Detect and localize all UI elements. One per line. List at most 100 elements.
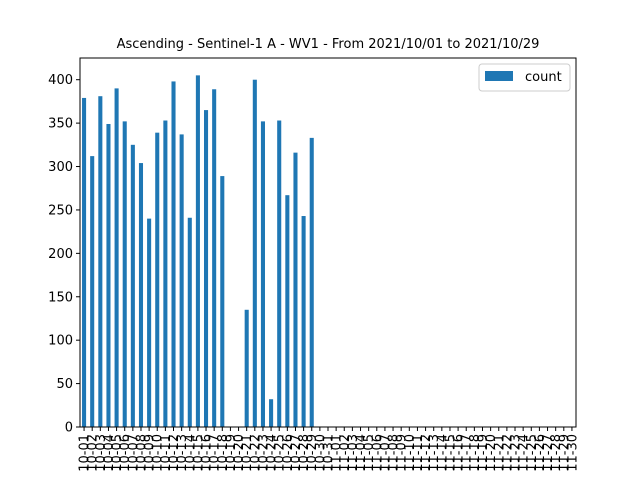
x-tick-label-11-30: 11-30 <box>565 434 580 472</box>
x-tick-label-11-28: 11-28 <box>549 434 564 472</box>
x-tick-label-11-22: 11-22 <box>500 434 515 472</box>
bar-10-12 <box>171 81 176 427</box>
y-tick-label: 0 <box>65 421 73 436</box>
bar-10-16 <box>204 110 209 427</box>
x-tick-label-10-24: 10-24 <box>265 434 280 472</box>
x-tick-label-10-21: 10-21 <box>240 434 255 472</box>
y-tick-label: 300 <box>48 160 73 175</box>
y-tick-label: 100 <box>48 334 73 349</box>
bar-10-24 <box>269 399 274 427</box>
x-tick-label-11-12: 11-12 <box>419 434 434 472</box>
x-tick-label-10-06: 10-06 <box>118 434 133 472</box>
x-tick-label-11-10: 11-10 <box>403 434 418 472</box>
x-tick-label-10-17: 10-17 <box>208 434 223 472</box>
x-tick-label-10-22: 10-22 <box>248 434 263 472</box>
y-tick-label: 200 <box>48 247 73 262</box>
x-tick-label-11-09: 11-09 <box>395 434 410 472</box>
chart-title: Ascending - Sentinel-1 A - WV1 - From 20… <box>117 37 540 52</box>
x-axis: 10-0110-0210-0310-0410-0510-0610-0710-08… <box>78 427 580 472</box>
x-tick-label-11-01: 11-01 <box>330 434 345 472</box>
x-tick-label-10-18: 10-18 <box>216 434 231 472</box>
x-tick-label-11-08: 11-08 <box>387 434 402 472</box>
bar-10-25 <box>277 120 282 427</box>
x-tick-label-10-23: 10-23 <box>256 434 271 472</box>
x-tick-label-11-14: 11-14 <box>435 434 450 472</box>
y-tick-label: 150 <box>48 290 73 305</box>
x-tick-label-10-28: 10-28 <box>297 434 312 472</box>
x-tick-label-10-20: 10-20 <box>232 434 247 472</box>
x-tick-label-11-07: 11-07 <box>378 434 393 472</box>
bar-10-23 <box>260 121 265 427</box>
x-tick-label-11-21: 11-21 <box>492 434 507 472</box>
x-tick-label-11-27: 11-27 <box>541 434 556 472</box>
x-tick-label-10-11: 10-11 <box>159 434 174 472</box>
x-tick-label-11-18: 11-18 <box>468 434 483 472</box>
bar-10-21 <box>244 309 249 427</box>
x-tick-label-11-29: 11-29 <box>557 434 572 472</box>
x-tick-label-11-16: 11-16 <box>452 434 467 472</box>
bar-10-13 <box>179 134 184 427</box>
bar-10-29 <box>309 137 314 427</box>
x-tick-label-10-07: 10-07 <box>126 434 141 472</box>
x-tick-label-10-03: 10-03 <box>94 434 109 472</box>
x-tick-label-11-11: 11-11 <box>411 434 426 472</box>
bar-10-17 <box>212 89 217 427</box>
x-tick-label-11-13: 11-13 <box>427 434 442 472</box>
x-tick-label-10-15: 10-15 <box>191 434 206 472</box>
y-tick-label: 400 <box>48 73 73 88</box>
x-tick-label-10-13: 10-13 <box>175 434 190 472</box>
x-tick-label-11-02: 11-02 <box>338 434 353 472</box>
x-tick-label-11-05: 11-05 <box>362 434 377 472</box>
y-tick-label: 50 <box>56 377 73 392</box>
bars-group <box>82 75 314 428</box>
x-tick-label-11-03: 11-03 <box>346 434 361 472</box>
x-tick-label-10-01: 10-01 <box>78 434 93 472</box>
bar-10-03 <box>98 96 103 427</box>
bar-10-27 <box>293 152 298 427</box>
bar-10-06 <box>122 121 127 427</box>
legend: count <box>478 63 571 92</box>
bar-10-28 <box>301 216 306 427</box>
y-tick-label: 350 <box>48 117 73 132</box>
x-tick-label-10-26: 10-26 <box>281 434 296 472</box>
bar-10-04 <box>106 123 111 428</box>
legend-swatch <box>485 71 513 81</box>
bar-10-07 <box>130 144 135 427</box>
x-tick-label-10-29: 10-29 <box>305 434 320 472</box>
bar-10-22 <box>252 79 257 428</box>
bar-10-18 <box>220 176 225 427</box>
bar-10-02 <box>90 156 95 428</box>
bar-10-05 <box>114 88 119 427</box>
bar-10-01 <box>82 97 87 427</box>
x-tick-label-10-02: 10-02 <box>86 434 101 472</box>
legend-label: count <box>525 70 562 85</box>
x-tick-label-10-25: 10-25 <box>273 434 288 472</box>
x-tick-label-10-16: 10-16 <box>200 434 215 472</box>
x-tick-label-11-17: 11-17 <box>460 434 475 472</box>
x-tick-label-10-14: 10-14 <box>183 434 198 472</box>
bar-10-10 <box>155 132 160 428</box>
x-tick-label-10-12: 10-12 <box>167 434 182 472</box>
x-tick-label-10-08: 10-08 <box>134 434 149 472</box>
x-tick-label-10-30: 10-30 <box>313 434 328 472</box>
x-tick-label-11-15: 11-15 <box>443 434 458 472</box>
x-tick-label-10-27: 10-27 <box>289 434 304 472</box>
x-tick-label-10-10: 10-10 <box>151 434 166 472</box>
x-tick-label-10-19: 10-19 <box>224 434 239 472</box>
bar-10-09 <box>147 218 152 427</box>
bar-10-08 <box>138 163 144 427</box>
x-tick-label-11-20: 11-20 <box>484 434 499 472</box>
x-tick-label-11-19: 11-19 <box>476 434 491 472</box>
bar-10-14 <box>187 217 192 427</box>
bar-10-15 <box>195 75 200 428</box>
y-tick-label: 250 <box>48 203 73 218</box>
plot-frame <box>79 57 577 428</box>
x-tick-label-10-31: 10-31 <box>322 434 337 472</box>
bar-10-11 <box>163 120 168 427</box>
legend-box <box>478 63 571 92</box>
x-tick-label-11-25: 11-25 <box>525 434 540 472</box>
y-axis: 0 50 100 150 200 250 300 350 400 <box>48 73 80 436</box>
x-tick-label-11-26: 11-26 <box>533 434 548 472</box>
x-tick-label-10-05: 10-05 <box>110 434 125 472</box>
